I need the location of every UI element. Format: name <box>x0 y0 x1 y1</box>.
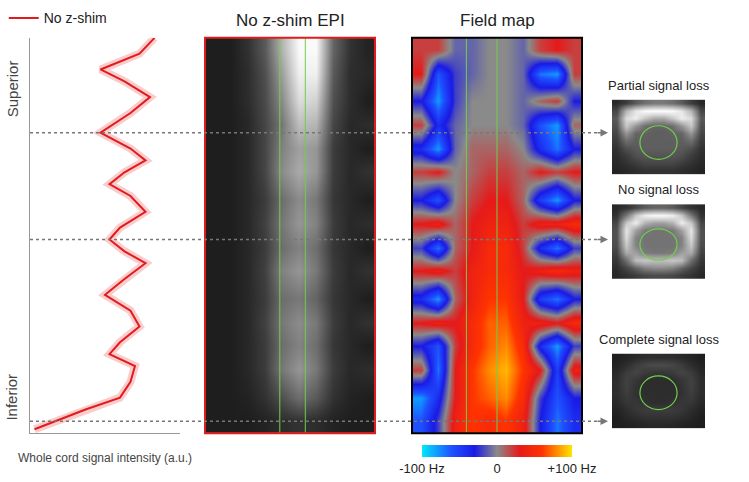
svg-text:+100 Hz: +100 Hz <box>548 461 597 476</box>
svg-text:No z-shim: No z-shim <box>44 10 107 26</box>
svg-text:No signal loss: No signal loss <box>618 182 699 197</box>
svg-text:Superior: Superior <box>4 61 21 118</box>
svg-text:0: 0 <box>493 461 500 476</box>
svg-text:-100 Hz: -100 Hz <box>399 461 445 476</box>
svg-text:Field map: Field map <box>460 11 535 30</box>
svg-text:Partial signal loss: Partial signal loss <box>608 78 710 93</box>
svg-text:No z-shim EPI: No z-shim EPI <box>236 11 345 30</box>
svg-text:Whole cord signal intensity (a: Whole cord signal intensity (a.u.) <box>18 451 192 465</box>
svg-text:Complete signal loss: Complete signal loss <box>599 332 719 347</box>
svg-text:Inferior: Inferior <box>3 374 20 421</box>
